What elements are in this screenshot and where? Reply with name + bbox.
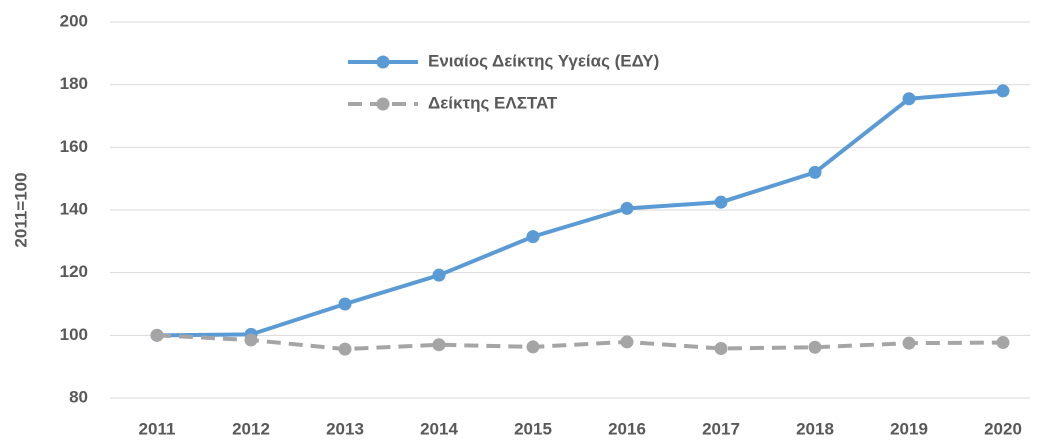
legend-label: Ενιαίος Δείκτης Υγείας (ΕΔΥ) bbox=[428, 51, 659, 70]
data-point bbox=[996, 84, 1010, 98]
data-point bbox=[902, 92, 916, 106]
data-point bbox=[808, 340, 822, 354]
y-tick-label: 120 bbox=[60, 262, 88, 281]
x-tick-label: 2012 bbox=[232, 419, 270, 438]
data-point bbox=[338, 342, 352, 356]
x-tick-label: 2019 bbox=[890, 419, 928, 438]
legend-label: Δείκτης ΕΛΣΤΑΤ bbox=[428, 93, 558, 112]
x-tick-label: 2017 bbox=[702, 419, 740, 438]
x-tick-label: 2016 bbox=[608, 419, 646, 438]
x-tick-label: 2014 bbox=[420, 419, 458, 438]
x-tick-label: 2018 bbox=[796, 419, 834, 438]
x-tick-label: 2011 bbox=[139, 419, 176, 438]
data-point bbox=[526, 230, 540, 244]
y-tick-label: 100 bbox=[60, 325, 88, 344]
data-point bbox=[432, 268, 446, 282]
series-line bbox=[156, 333, 1004, 352]
data-point bbox=[620, 201, 634, 215]
y-tick-label: 160 bbox=[60, 137, 88, 156]
data-point bbox=[432, 338, 446, 352]
y-tick-label: 80 bbox=[69, 387, 88, 406]
y-tick-label: 200 bbox=[60, 11, 88, 30]
legend-marker bbox=[376, 97, 390, 111]
x-tick-label: 2013 bbox=[326, 419, 364, 438]
data-point bbox=[808, 165, 822, 179]
y-tick-label: 180 bbox=[60, 74, 88, 93]
x-tick-label: 2020 bbox=[984, 419, 1022, 438]
data-point bbox=[714, 341, 728, 355]
y-tick-label: 140 bbox=[60, 199, 88, 218]
data-point bbox=[902, 336, 916, 350]
series-line bbox=[156, 88, 1004, 338]
data-point bbox=[244, 333, 258, 347]
data-point bbox=[620, 335, 634, 349]
data-point bbox=[150, 328, 164, 342]
data-point bbox=[996, 336, 1010, 350]
x-tick-label: 2015 bbox=[514, 419, 552, 438]
data-point bbox=[714, 195, 728, 209]
legend-marker bbox=[376, 55, 390, 69]
data-point bbox=[526, 340, 540, 354]
data-point bbox=[338, 297, 352, 311]
y-axis-label: 2011=100 bbox=[11, 172, 30, 247]
